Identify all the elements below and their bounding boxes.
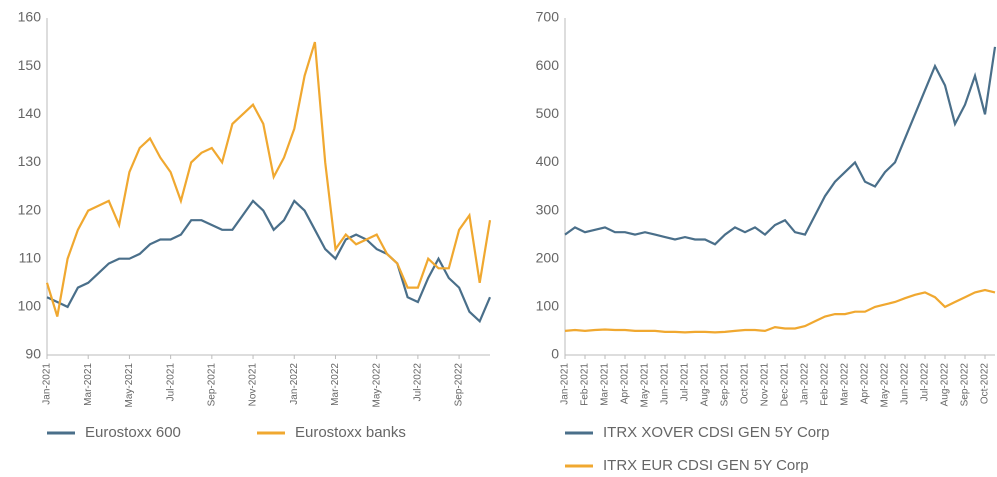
x-tick-label: Sep-2022 <box>960 363 971 407</box>
x-tick-label: Jun-2022 <box>900 363 911 405</box>
x-tick-label: Aug-2022 <box>940 363 951 407</box>
x-tick-label: Mar-2022 <box>330 363 341 406</box>
line-series <box>564 288 996 334</box>
x-tick-label: Apr-2022 <box>860 363 871 405</box>
legend-label: ITRX EUR CDSI GEN 5Y Corp <box>603 457 809 474</box>
y-tick-label: 160 <box>18 9 42 25</box>
legend-label: Eurostoxx banks <box>295 424 406 441</box>
x-tick-label: Mar-2021 <box>600 363 611 406</box>
x-tick-label: Feb-2021 <box>580 363 591 406</box>
x-tick-label: Oct-2022 <box>980 363 991 405</box>
x-tick-label: Mar-2021 <box>83 363 94 406</box>
line-series <box>45 41 492 317</box>
x-tick-label: Jul-2022 <box>920 363 931 402</box>
y-tick-label: 120 <box>18 201 42 217</box>
x-tick-label: Dec-2021 <box>780 363 791 407</box>
y-tick-label: 400 <box>536 153 560 169</box>
x-tick-label: Nov-2021 <box>760 363 771 407</box>
x-tick-label: Jul-2021 <box>680 363 691 402</box>
y-tick-label: 90 <box>25 346 41 362</box>
x-tick-label: May-2021 <box>124 363 135 408</box>
y-tick-label: 500 <box>536 105 560 121</box>
y-tick-label: 200 <box>536 249 560 265</box>
x-tick-label: Mar-2022 <box>840 363 851 406</box>
x-tick-label: May-2021 <box>640 363 651 408</box>
x-tick-label: Jan-2022 <box>289 363 300 405</box>
x-tick-label: Oct-2021 <box>740 363 751 405</box>
line-series <box>564 46 997 246</box>
x-tick-label: Nov-2021 <box>248 363 259 407</box>
y-tick-label: 140 <box>18 105 42 121</box>
x-tick-label: Jan-2021 <box>42 363 53 405</box>
y-tick-label: 700 <box>536 9 560 25</box>
x-tick-label: Jun-2021 <box>660 363 671 405</box>
y-tick-label: 150 <box>18 57 42 73</box>
x-tick-label: Sep-2021 <box>206 363 217 407</box>
x-tick-label: Jul-2022 <box>413 363 424 402</box>
y-tick-label: 0 <box>551 346 559 362</box>
x-tick-label: Jan-2021 <box>560 363 571 405</box>
x-tick-label: Jul-2021 <box>165 363 176 402</box>
legend-label: Eurostoxx 600 <box>85 424 181 441</box>
x-tick-label: Aug-2021 <box>700 363 711 407</box>
y-tick-label: 100 <box>18 298 42 314</box>
x-tick-label: Sep-2021 <box>720 363 731 407</box>
x-tick-label: May-2022 <box>371 363 382 408</box>
y-tick-label: 300 <box>536 201 560 217</box>
legend-label: ITRX XOVER CDSI GEN 5Y Corp <box>603 424 829 441</box>
x-tick-label: Jan-2022 <box>800 363 811 405</box>
line-series <box>46 199 492 324</box>
y-tick-label: 110 <box>19 249 42 265</box>
x-tick-label: Sep-2022 <box>454 363 465 407</box>
y-tick-label: 130 <box>18 153 42 169</box>
x-tick-label: Apr-2021 <box>620 363 631 405</box>
x-tick-label: May-2022 <box>880 363 891 408</box>
y-tick-label: 600 <box>536 57 560 73</box>
y-tick-label: 100 <box>536 298 560 314</box>
x-tick-label: Feb-2022 <box>820 363 831 406</box>
